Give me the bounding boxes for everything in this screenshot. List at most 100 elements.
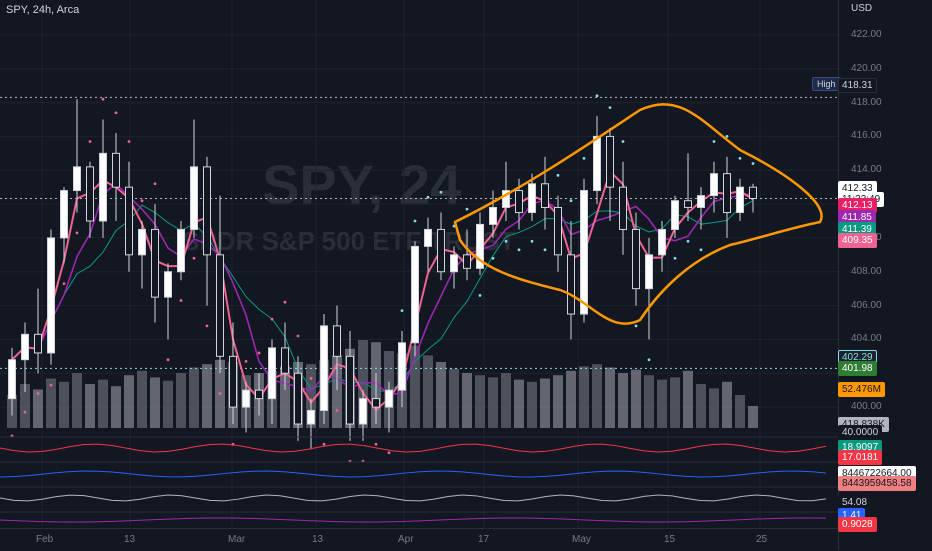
volume-bar [514, 379, 524, 428]
volume-bar [501, 373, 511, 428]
candle-body [502, 190, 510, 208]
volume-bar [358, 340, 368, 428]
candle-body [242, 389, 250, 408]
candle-body [385, 389, 393, 408]
time-label: 15 [664, 534, 676, 545]
price-tick: 414.00 [851, 164, 882, 176]
volume-bar [124, 375, 134, 428]
candle-body [359, 398, 367, 425]
symbol-info[interactable]: SPY, 24h, Arca [6, 4, 80, 16]
candle-body [112, 152, 120, 188]
price-axis-label: 8443959458.58 [838, 476, 916, 491]
sar-dot [426, 195, 430, 199]
volume-bar [137, 370, 147, 428]
sar-dot [712, 140, 716, 143]
candle-body [424, 228, 432, 247]
price-tick: 416.00 [851, 130, 882, 142]
candle-body [580, 190, 588, 315]
volume-bar [59, 381, 69, 428]
volume-bar [722, 381, 732, 428]
volume-bar [189, 367, 199, 428]
volume-bar [605, 367, 615, 428]
annotation-outline [453, 103, 823, 325]
time-label: Mar [228, 534, 246, 545]
candle-body [593, 135, 601, 192]
price-tick: 404.00 [851, 333, 882, 345]
candle-body [372, 398, 380, 408]
sar-dot [686, 239, 690, 243]
sar-dot [283, 300, 287, 304]
volume-bar [111, 386, 121, 428]
candle-body [307, 409, 315, 425]
sar-dot [127, 140, 131, 143]
sar-dot [335, 409, 339, 412]
sar-dot [244, 360, 248, 363]
sar-dot [218, 392, 222, 395]
sar-dot [179, 299, 183, 302]
candle-body [73, 166, 81, 192]
volume-bar [436, 362, 446, 428]
volume-bar [475, 375, 485, 428]
volume-bar [631, 369, 641, 428]
price-axis-label: 40.0000 [838, 425, 883, 440]
volume-bar [176, 373, 186, 428]
price-axis-label: 17.0181 [838, 450, 883, 465]
candle-body [320, 325, 328, 411]
time-axis[interactable] [0, 528, 838, 551]
volume-bar [410, 345, 420, 428]
candle-body [710, 173, 718, 197]
volume-bar [33, 389, 43, 428]
candle-body [21, 333, 29, 361]
volume-bar [280, 366, 290, 428]
candle-body [541, 183, 549, 208]
candle-body [294, 372, 302, 425]
sar-dot [530, 239, 534, 243]
candle-body [125, 186, 133, 256]
sar-dot [608, 106, 612, 110]
sar-dot [647, 358, 651, 362]
sar-dot [517, 248, 521, 252]
sar-dot [374, 442, 378, 446]
volume-bar [618, 373, 628, 428]
time-label: 13 [312, 534, 324, 545]
candle-body [723, 173, 731, 214]
candle-body [606, 135, 614, 188]
ma-line-green [11, 200, 754, 393]
volume-bar [202, 364, 212, 428]
time-label: Apr [398, 534, 414, 545]
volume-bar [670, 377, 680, 428]
sar-dot [751, 162, 755, 165]
sar-dot [725, 135, 729, 138]
candle-body [437, 228, 445, 273]
candle-body [619, 186, 627, 230]
volume-bar [748, 406, 758, 428]
candle-body [411, 245, 419, 344]
candle-body [268, 347, 276, 400]
candle-body [151, 228, 159, 298]
price-tick: 400.00 [851, 401, 882, 413]
sar-dot [582, 157, 586, 160]
sar-dot [192, 256, 196, 260]
volume-bar [163, 380, 173, 428]
sar-dot [478, 294, 482, 297]
candle-body [34, 333, 42, 354]
sar-dot [153, 182, 157, 186]
sar-dot [309, 376, 313, 380]
volume-bar [488, 377, 498, 428]
candle-body [255, 389, 263, 400]
volume-bar [696, 384, 706, 428]
candle-body [736, 186, 744, 214]
candle-body [138, 228, 146, 256]
volume-bar [592, 364, 602, 428]
sar-dot [205, 324, 209, 328]
candle-body [515, 190, 523, 214]
sar-dot [621, 140, 625, 143]
volume-bar [709, 388, 719, 428]
sar-dot [491, 256, 495, 260]
price-axis-label: 418.31 [838, 78, 877, 93]
time-label: 17 [478, 534, 490, 545]
volume-bar [644, 375, 654, 428]
candle-body [567, 254, 575, 315]
sar-dot [673, 256, 677, 260]
